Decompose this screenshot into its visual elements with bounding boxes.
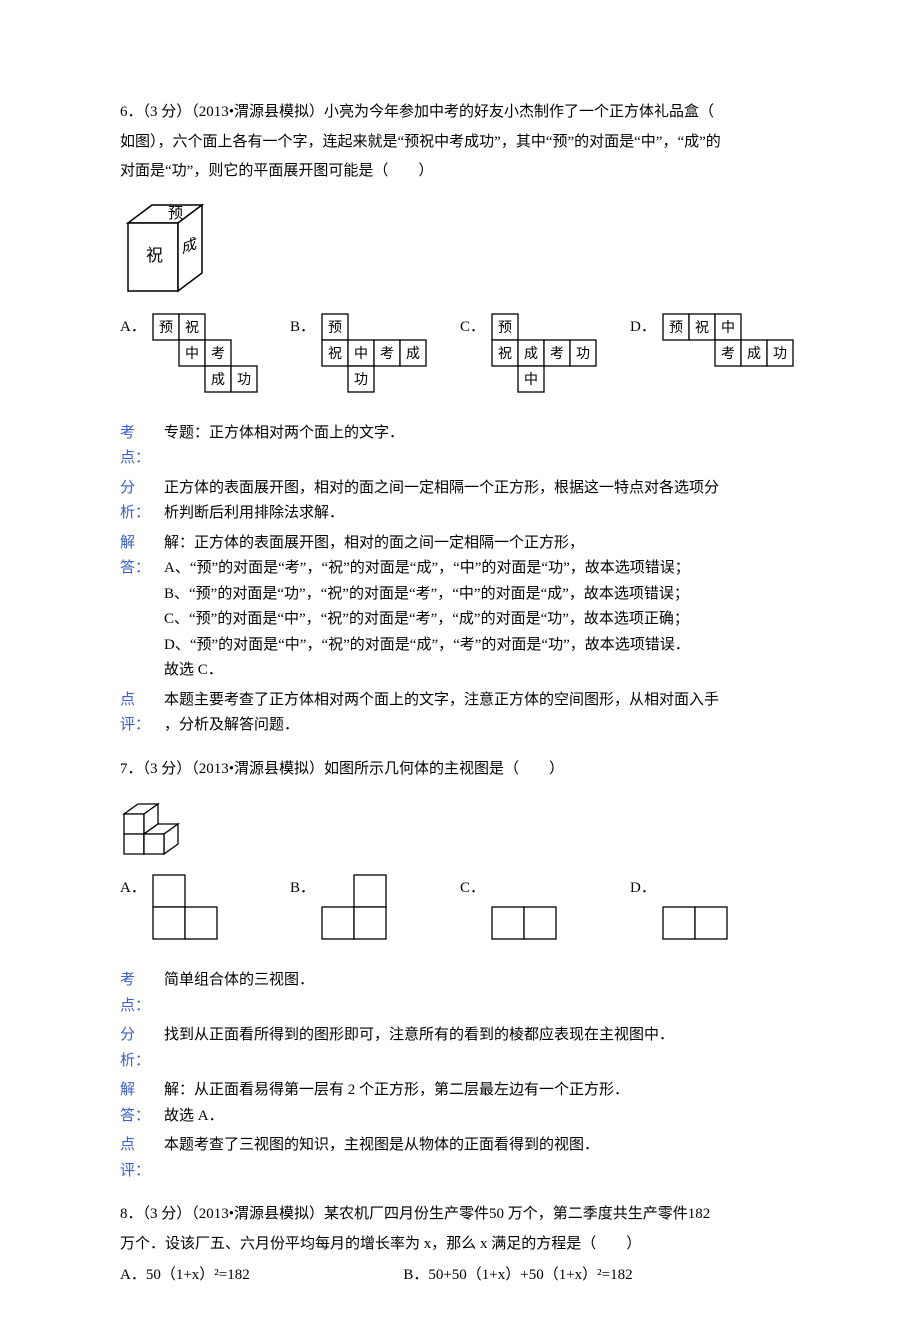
svg-text:祝: 祝 [498,346,512,362]
q6-stem-2: 如图），六个面上各有一个字，连起来就是“预祝中考成功”，其中“预”的对面是“中”… [120,130,800,156]
svg-text:功: 功 [773,346,787,362]
q7-dianping-label: 点评： [120,1133,164,1184]
q8-opt-a-label: A． [120,1267,146,1283]
q6-jieda-0: 解：正方体的表面展开图，相对的面之间一定相隔一个正方形， [164,535,584,551]
q7-stem: 7．（3 分）（2013•渭源县模拟）如图所示几何体的主视图是（ ） [120,757,800,783]
q6-net-b: 预祝中考成功 [321,313,427,393]
q7-opt-c-label: C． [460,874,485,902]
q6-options-row: A． 预祝中考成功 B． 预祝中考成功 C． 预祝成考功中 D． 预祝中考成功 [120,313,800,393]
svg-text:考: 考 [550,346,564,362]
q6-net-d: 预祝中考成功 [662,313,794,367]
q7-grid-d [662,874,728,940]
q8-stem-2: 万个．设该厂五、六月份平均每月的增长率为 x，那么 x 满足的方程是（ ） [120,1232,800,1258]
q7-grid-b [321,874,387,940]
q7-opt-a: A． [120,874,290,940]
q7-fenxi-label: 分析： [120,1023,164,1074]
q7-options-row: A． B． C． D． [120,874,800,940]
q6-cube-figure: 预 祝 成 [120,193,800,303]
blocks-icon [120,792,200,862]
svg-text:中: 中 [524,372,538,388]
svg-text:预: 预 [498,320,512,336]
svg-text:功: 功 [237,372,251,388]
q6-opt-c: C． 预祝成考功中 [460,313,630,393]
svg-text:预: 预 [669,320,683,336]
svg-text:祝: 祝 [695,320,709,336]
cube-top-text: 预 [168,205,183,222]
q6-fenxi-label: 分析： [120,476,164,527]
svg-text:中: 中 [354,346,368,362]
q6-jieda-label: 解答： [120,531,164,582]
q6-jieda: 解：正方体的表面展开图，相对的面之间一定相隔一个正方形， A、“预”的对面是“考… [164,531,784,684]
q7-opt-b-label: B． [290,874,315,902]
q6-net-c: 预祝成考功中 [491,313,597,393]
q6-opt-b-label: B． [290,313,315,341]
q8-opt-b: B．50+50（1+x）+50（1+x）²=182 [403,1263,800,1289]
q7-jieda: 解：从正面看易得第一层有 2 个正方形，第二层最左边有一个正方形． 故选 A． [164,1078,784,1129]
q7-kaodian: 简单组合体的三视图． [164,968,784,994]
svg-text:祝: 祝 [185,320,199,336]
q6-opt-a: A． 预祝中考成功 [120,313,290,393]
q6-opt-a-label: A． [120,313,146,341]
svg-text:预: 预 [328,320,342,336]
q6-stem-1: 6．（3 分）（2013•渭源县模拟）小亮为今年参加中考的好友小杰制作了一个正方… [120,100,800,126]
q6-kaodian-label: 考点： [120,421,164,472]
q8-opt-b-text: 50+50（1+x）+50（1+x）²=182 [428,1267,632,1283]
q7-opt-d-label: D． [630,874,656,902]
svg-text:考: 考 [380,346,394,362]
q6-kaodian: 专题：正方体相对两个面上的文字． [164,421,784,447]
q6-opt-d: D． 预祝中考成功 [630,313,800,367]
q7-grid-c [491,874,557,940]
q8-options-row: A．50（1+x）²=182 B．50+50（1+x）+50（1+x）²=182 [120,1263,800,1289]
q6-opt-b: B． 预祝中考成功 [290,313,460,393]
q6-stem-3: 对面是“功”，则它的平面展开图可能是（ ） [120,159,800,185]
svg-text:中: 中 [185,346,199,362]
svg-text:功: 功 [576,346,590,362]
svg-text:预: 预 [159,320,173,336]
q7-jieda-label: 解答： [120,1078,164,1129]
q6-dianping-label: 点评： [120,688,164,739]
q6-opt-d-label: D． [630,313,656,341]
q7-opt-b: B． [290,874,460,940]
q6-jieda-3: C、“预”的对面是“中”，“祝”的对面是“考”，“成”的对面是“功”，故本选项正… [164,611,689,627]
q7-opt-c: C． [460,874,630,940]
q7-dianping: 本题考查了三视图的知识，主视图是从物体的正面看得到的视图． [164,1133,784,1159]
svg-text:成: 成 [211,372,225,388]
cube-icon: 预 祝 成 [120,193,220,303]
svg-text:功: 功 [354,372,368,388]
q8-opt-a-text: 50（1+x）²=182 [146,1267,250,1283]
q6-dianping: 本题主要考查了正方体相对两个面上的文字，注意正方体的空间图形，从相对面入手 ，分… [164,688,784,739]
q8-stem-1: 8．（3 分）（2013•渭源县模拟）某农机厂四月份生产零件50 万个，第二季度… [120,1202,800,1228]
q6-net-a: 预祝中考成功 [152,313,258,393]
q7-fenxi: 找到从正面看所得到的图形即可，注意所有的看到的棱都应表现在主视图中． [164,1023,784,1049]
q6-jieda-5: 故选 C． [164,662,223,678]
q8-opt-b-label: B． [403,1267,428,1283]
svg-text:中: 中 [721,320,735,336]
q6-opt-c-label: C． [460,313,485,341]
q7-opt-a-label: A． [120,874,146,902]
q7-opt-d: D． [630,874,800,940]
q7-jieda-0: 解：从正面看易得第一层有 2 个正方形，第二层最左边有一个正方形． [164,1082,629,1098]
svg-text:成: 成 [524,346,538,362]
svg-text:考: 考 [721,346,735,362]
q6-jieda-4: D、“预”的对面是“中”，“祝”的对面是“成”，“考”的对面是“功”，故本选项错… [164,637,690,653]
q6-jieda-1: A、“预”的对面是“考”，“祝”的对面是“成”，“中”的对面是“功”，故本选项错… [164,560,690,576]
q7-grid-a [152,874,218,940]
q7-jieda-1: 故选 A． [164,1108,224,1124]
cube-front-text: 祝 [146,246,163,265]
q8-opt-a: A．50（1+x）²=182 [120,1263,403,1289]
svg-text:成: 成 [747,346,761,362]
svg-text:祝: 祝 [328,346,342,362]
q6-fenxi: 正方体的表面展开图，相对的面之间一定相隔一个正方形，根据这一特点对各选项分 析判… [164,476,784,527]
q7-blocks-figure [120,792,800,862]
q7-kaodian-label: 考点： [120,968,164,1019]
q6-jieda-2: B、“预”的对面是“功”，“祝”的对面是“考”，“中”的对面是“成”，故本选项错… [164,586,689,602]
svg-text:考: 考 [211,346,225,362]
svg-text:成: 成 [406,346,420,362]
